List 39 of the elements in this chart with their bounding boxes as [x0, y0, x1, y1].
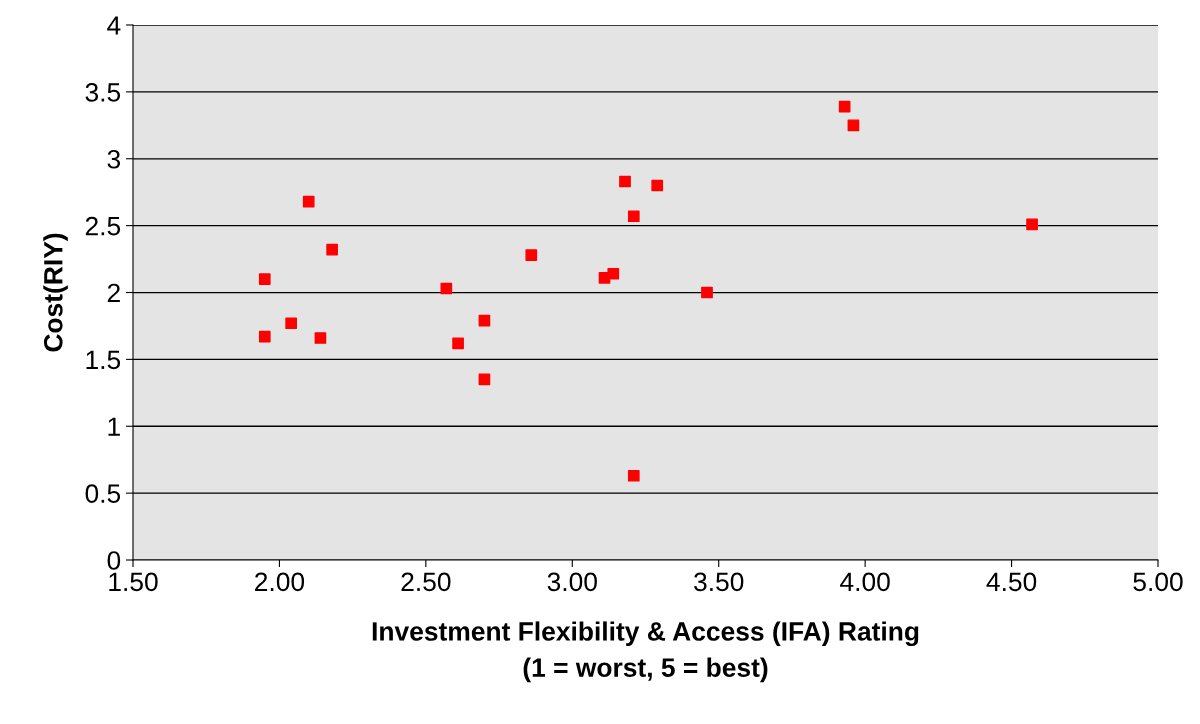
- point: [701, 286, 713, 299]
- x-tick-label: 1.50: [109, 572, 158, 592]
- point: [838, 100, 851, 113]
- point: [607, 267, 620, 280]
- point: [302, 195, 315, 208]
- y-tick-label: 3.5: [85, 83, 121, 102]
- point: [1026, 218, 1038, 231]
- y-tick-label: 2.5: [85, 216, 121, 236]
- x-tick-label: 3.50: [694, 572, 744, 592]
- point: [619, 175, 631, 188]
- point: [258, 330, 271, 343]
- x-tick-label: 4.50: [986, 572, 1037, 592]
- point: [258, 273, 271, 285]
- point: [627, 469, 640, 482]
- x-tick-label: 4.00: [840, 572, 890, 592]
- x-tick-label: 5.00: [1133, 572, 1183, 592]
- point: [651, 179, 664, 192]
- y-axis-title: Cost(RIY): [43, 233, 68, 352]
- point: [478, 314, 491, 327]
- y-tick-label: 1: [108, 417, 120, 436]
- point: [314, 332, 327, 344]
- point: [847, 119, 860, 132]
- y-tick-label: 0.5: [85, 484, 121, 503]
- point: [525, 249, 538, 261]
- point: [326, 243, 338, 256]
- y-tick-label: 3: [107, 149, 121, 169]
- x-axis-title: Investment Flexibility & Access (IFA) Rating (1 = worst, 5 = best): [372, 621, 919, 683]
- x-tick-label: 2.50: [401, 572, 451, 592]
- point: [452, 337, 464, 350]
- y-tick-label: 0: [107, 551, 121, 570]
- x-tick-label: 2.00: [255, 572, 305, 592]
- point: [478, 373, 491, 386]
- y-tick-label: 2: [107, 283, 120, 303]
- y-tick-label: 4: [107, 16, 121, 35]
- x-tick-label: 3.00: [547, 572, 597, 592]
- y-tick-label: 1.5: [86, 350, 121, 370]
- point: [285, 317, 297, 330]
- point: [440, 282, 453, 295]
- point: [627, 210, 640, 223]
